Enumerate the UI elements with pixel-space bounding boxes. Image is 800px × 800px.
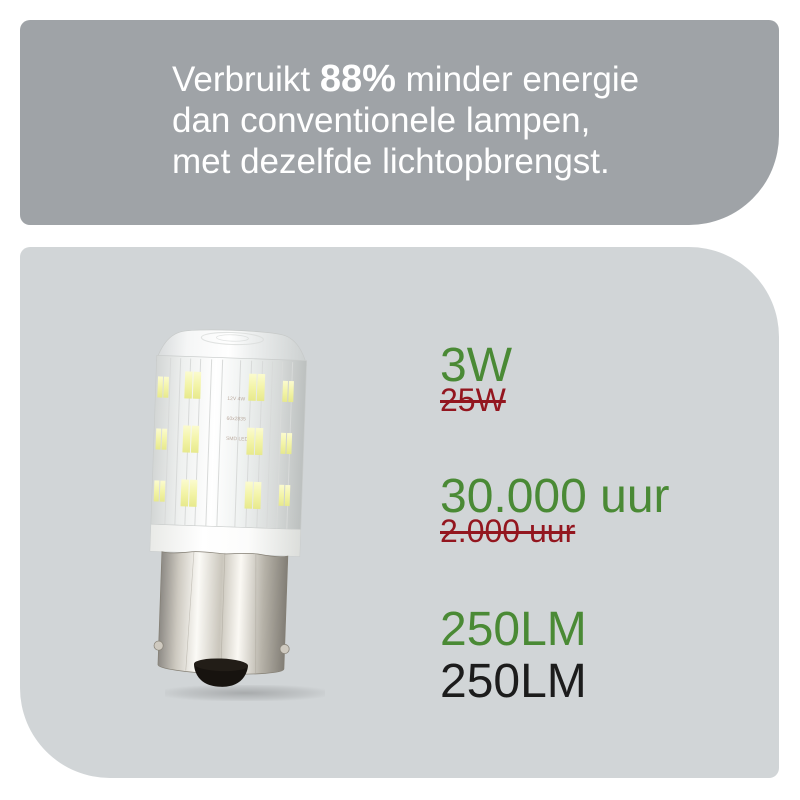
svg-text:12V 4W: 12V 4W: [227, 396, 245, 403]
svg-text:60x2835: 60x2835: [226, 416, 246, 423]
svg-text:SMD LED: SMD LED: [226, 436, 249, 443]
